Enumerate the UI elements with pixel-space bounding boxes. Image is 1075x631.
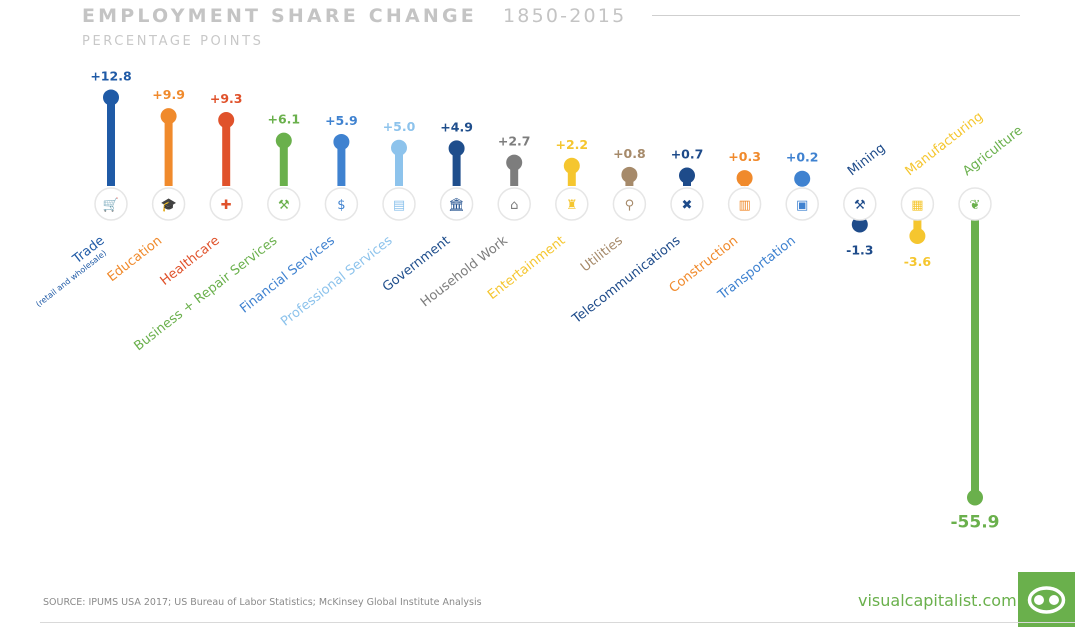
value-label: +6.1 — [267, 112, 300, 127]
house-icon: ⌂ — [510, 198, 518, 213]
value-label: +0.2 — [786, 150, 819, 165]
factory-icon: ▦ — [911, 198, 923, 213]
bar-cap — [506, 154, 523, 171]
bar-cap — [621, 166, 638, 183]
value-label: +9.9 — [152, 87, 185, 102]
medical-cross-icon: ✚ — [221, 198, 232, 213]
bar-cap — [736, 170, 753, 187]
bar-cap — [448, 140, 465, 157]
chart-subtitle: PERCENTAGE POINTS — [82, 34, 264, 49]
chart-title-years: 1850-2015 — [503, 5, 627, 27]
bar-cap — [275, 132, 292, 149]
bar-group: +5.0 ▤ Professional Services — [278, 119, 416, 330]
bar-cap — [391, 139, 407, 156]
money-bag-icon: $ — [337, 198, 345, 213]
icon-badge — [439, 187, 474, 221]
bar-group: +0.8 ⚲ Utilities — [578, 146, 647, 275]
title-divider — [652, 15, 1020, 16]
bar-cap — [563, 157, 580, 174]
bar-group: -1.3 ⚒ Mining — [843, 141, 888, 258]
bar-group: +2.2♜Entertainment — [485, 137, 589, 303]
icon-badge — [727, 187, 762, 221]
bar-cap — [333, 133, 350, 150]
value-label: +0.3 — [728, 149, 761, 164]
value-label: +12.8 — [90, 68, 131, 83]
bus-icon: ▣ — [796, 198, 808, 213]
bar-cap — [218, 112, 235, 129]
brand-link[interactable]: visualcapitalist.com — [858, 591, 1017, 610]
briefcase-icon: ▤ — [393, 198, 405, 213]
employment-share-chart: +12.8🛒Trade(retail and wholesale)+9.9🎓Ed… — [34, 68, 1026, 532]
bar-group: +9.9 🎓 Education — [105, 87, 186, 285]
theater-stage-icon: ♜ — [566, 198, 578, 213]
icon-badge — [209, 187, 243, 221]
bar-cap — [103, 89, 119, 106]
icon-badge — [151, 187, 186, 221]
visual-capitalist-logo-icon[interactable] — [1018, 572, 1075, 627]
value-label: +5.9 — [325, 113, 358, 128]
icon-badge — [267, 187, 301, 221]
bar-group: +0.2▣Transportation — [715, 150, 819, 304]
value-label: -3.6 — [904, 254, 932, 269]
bar-cap — [794, 170, 811, 187]
category-label: Financial Services — [237, 233, 338, 316]
satellite-icon: ✖ — [682, 198, 693, 213]
icon-badge — [324, 187, 359, 221]
bar-group: +6.1⚒Business + Repair Services — [132, 112, 301, 354]
icon-badge — [612, 187, 647, 221]
value-label: -1.3 — [846, 243, 873, 258]
icon-badge — [900, 187, 935, 221]
bank-icon: 🏛 — [448, 197, 465, 213]
value-label: +5.0 — [383, 119, 416, 134]
category-label: Utilities — [578, 233, 626, 275]
bar-cap — [909, 228, 926, 244]
value-label: +9.3 — [210, 91, 243, 106]
value-label: +2.2 — [555, 137, 588, 152]
value-label: +4.9 — [440, 119, 473, 134]
value-label: -55.9 — [951, 513, 1000, 533]
chart-title: EMPLOYMENT SHARE CHANGE — [82, 5, 477, 27]
icon-badge — [94, 187, 128, 221]
footer-divider — [40, 622, 1075, 623]
value-label: +2.7 — [498, 134, 531, 149]
bar-cap — [967, 489, 983, 506]
bar-cap — [851, 216, 868, 233]
icon-badge — [670, 187, 704, 221]
chart-header: EMPLOYMENT SHARE CHANGE 1850-2015 PERCEN… — [0, 0, 1075, 60]
category-label: Telecommunications — [569, 233, 684, 327]
icon-badge — [555, 187, 589, 221]
icon-badge — [382, 187, 416, 221]
water-faucet-icon: ⚲ — [625, 198, 635, 213]
pickaxe-icon: ⚒ — [854, 198, 866, 213]
shopping-cart-icon: 🛒 — [103, 197, 119, 213]
tools-icon: ⚒ — [278, 198, 290, 213]
icon-badge — [843, 187, 877, 221]
bar-cap — [160, 108, 177, 125]
building-crane-icon: ▥ — [738, 198, 750, 213]
bar-cap — [679, 167, 695, 184]
bar-group: -55.9❦Agriculture — [951, 123, 1026, 532]
icon-badge — [958, 187, 992, 221]
category-label: Education — [105, 233, 165, 285]
icon-badge — [497, 187, 531, 221]
value-label: +0.7 — [671, 146, 704, 161]
value-label: +0.8 — [613, 146, 646, 161]
category-label: Mining — [845, 141, 888, 179]
icon-badge — [785, 187, 819, 221]
leaf-icon: ❦ — [970, 198, 981, 213]
category-label: Professional Services — [278, 233, 395, 329]
source-note: SOURCE: IPUMS USA 2017; US Bureau of Lab… — [43, 597, 482, 608]
graduation-cap-icon: 🎓 — [161, 198, 177, 213]
